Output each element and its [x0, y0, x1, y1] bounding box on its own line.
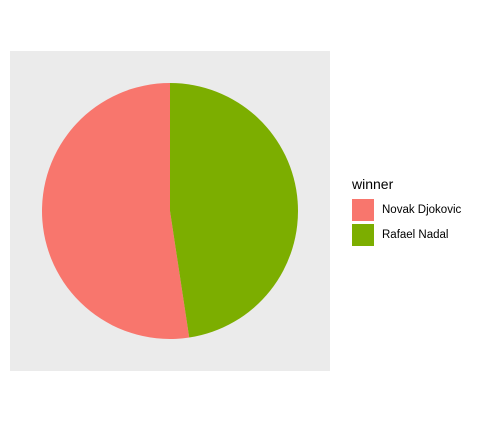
pie-chart: [41, 83, 298, 339]
plot-panel: [10, 51, 330, 371]
pie-slice-novak-djokovic: [41, 83, 190, 339]
legend-title: winner: [352, 176, 394, 192]
legend-item-djokovic: Novak Djokovic: [352, 198, 461, 222]
legend: winner Novak Djokovic Rafael Nadal: [352, 176, 461, 248]
legend-label-nadal: Rafael Nadal: [382, 229, 449, 241]
legend-key-nadal: [352, 224, 374, 246]
legend-label-djokovic: Novak Djokovic: [382, 204, 462, 216]
pie-slice-rafael-nadal: [170, 83, 298, 338]
legend-key-djokovic: [352, 199, 374, 221]
legend-item-nadal: Rafael Nadal: [352, 223, 461, 247]
